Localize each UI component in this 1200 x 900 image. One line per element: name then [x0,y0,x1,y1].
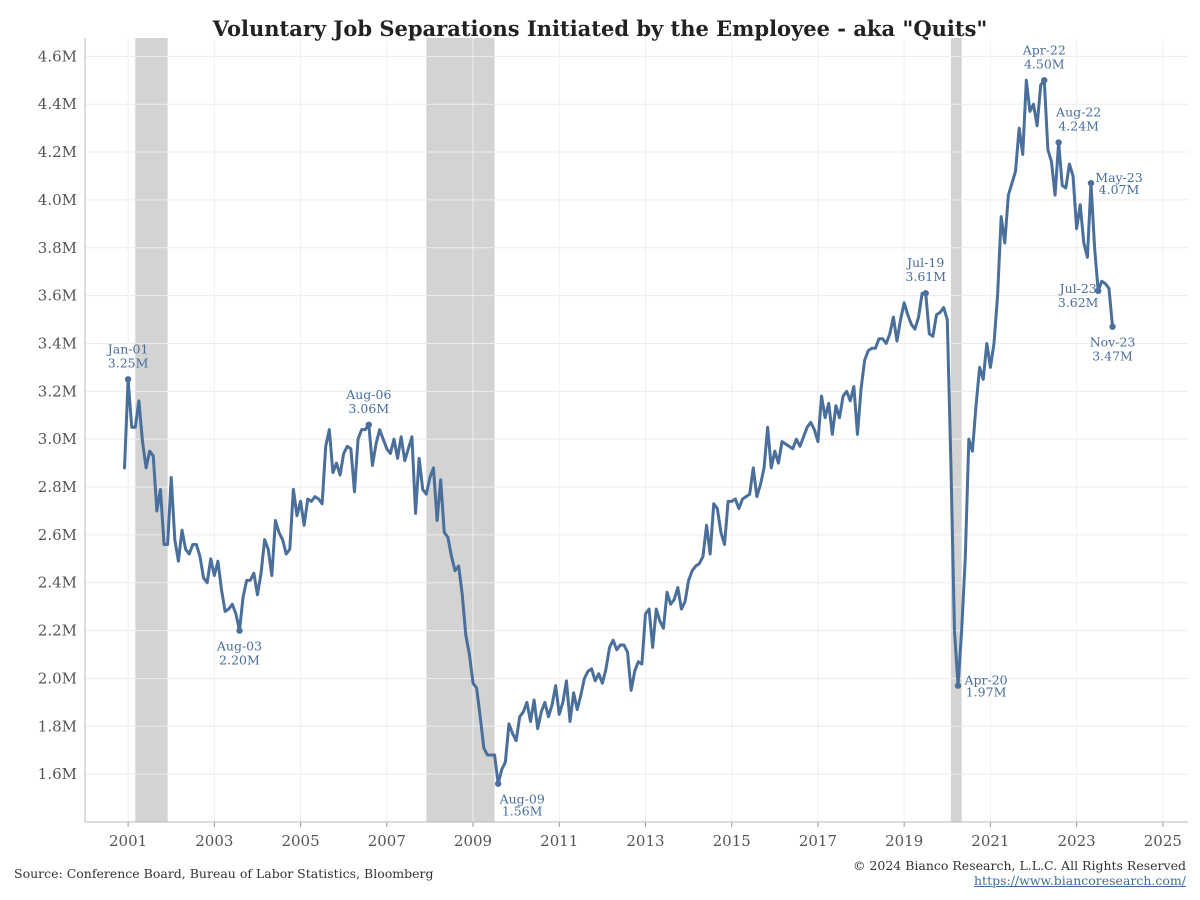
quits-series-line [123,78,1115,786]
annotation-value-label: 3.47M [1092,349,1133,364]
source-note: Source: Conference Board, Bureau of Labo… [14,866,434,881]
annotation-dot [124,376,132,383]
annotation-date-label: May-23 [1095,170,1142,185]
annotation-dot [954,682,962,689]
x-tick-label: 2017 [799,832,837,850]
y-tick-label: 4.2M [38,143,77,161]
annotation-value-label: 4.07M [1099,182,1140,197]
annotation-value-label: 3.25M [108,355,149,370]
x-tick-label: 2023 [1058,832,1096,850]
annotation-date-label: Jan-01 [106,341,149,356]
annotation-value-label: 4.50M [1024,56,1065,71]
annotation-value-label: 2.20M [219,653,260,668]
annotation-dot [1041,77,1048,84]
y-tick-label: 3.8M [38,239,77,257]
annotation-date-label: Jul-23 [1058,281,1097,296]
annotation-date-label: Nov-23 [1090,335,1136,350]
annotation-value-label: 4.24M [1058,118,1099,133]
y-tick-label: 3.4M [38,334,77,352]
x-tick-label: 2019 [885,832,923,850]
copyright-note: © 2024 Bianco Research, L.L.C. All Right… [852,858,1186,873]
recession-band-2 [426,38,495,822]
y-tick-label: 2.6M [38,526,77,544]
annotation-dot [365,421,373,429]
chart-title: Voluntary Job Separations Initiated by t… [212,16,988,41]
x-tick-label: 2021 [971,832,1009,850]
y-tick-label: 4.0M [38,191,77,209]
annotation-dot [494,780,502,787]
annotation-date-label: Apr-22 [1022,42,1066,57]
annotation-date-label: Aug-03 [216,639,262,654]
annotation-dot [1055,139,1062,146]
annotation-value-label: 1.56M [502,804,543,819]
annotation-dot [1109,323,1116,330]
y-tick-label: 4.6M [38,47,77,65]
annotation-date-label: Apr-20 [963,673,1007,688]
annotation-value-label: 3.61M [905,269,946,284]
annotation-value-label: 1.97M [966,685,1007,700]
x-tick-label: 2009 [454,832,492,850]
annotation-dot [236,627,243,634]
y-tick-label: 2.4M [38,574,77,592]
annotation-dot [1094,287,1102,295]
x-tick-label: 2001 [109,832,147,850]
y-tick-label: 3.6M [38,287,77,305]
x-tick-label: 2003 [195,832,233,850]
y-tick-label: 1.8M [38,717,77,735]
annotation-value-label: 3.62M [1058,295,1099,310]
y-tick-label: 3.0M [38,430,77,448]
y-tick-label: 2.8M [38,478,77,496]
annotation-value-label: 3.06M [349,401,390,416]
annotation-date-label: Aug-06 [345,387,391,402]
y-tick-label: 2.0M [38,669,77,687]
y-tick-label: 2.2M [38,622,77,640]
x-tick-label: 2005 [281,832,319,850]
annotation-date-label: Jul-19 [905,255,944,270]
y-tick-label: 1.6M [38,765,77,783]
y-tick-label: 3.2M [38,382,77,400]
x-tick-label: 2015 [713,832,751,850]
annotation-date-label: Aug-09 [499,792,545,807]
y-tick-label: 4.4M [38,95,77,113]
recession-band-3 [950,38,962,822]
annotation-dot [1087,179,1095,187]
x-tick-label: 2013 [626,832,664,850]
annotation-date-label: Aug-22 [1055,104,1101,119]
x-tick-label: 2011 [540,832,578,850]
x-tick-label: 2007 [368,832,406,850]
website-link[interactable]: https://www.biancoresearch.com/ [974,873,1186,888]
annotation-dot [922,290,929,297]
x-tick-label: 2025 [1144,832,1182,850]
